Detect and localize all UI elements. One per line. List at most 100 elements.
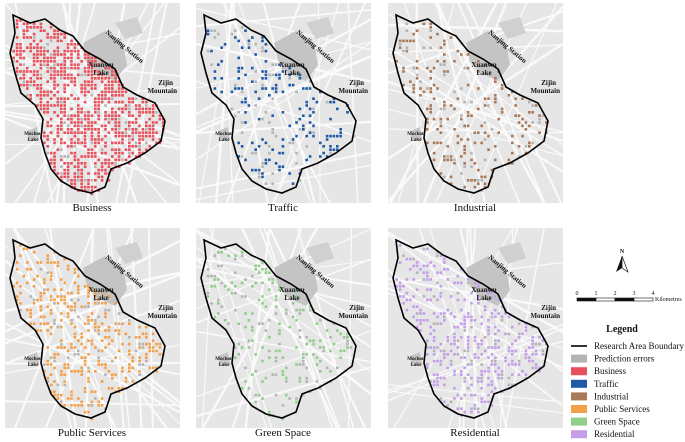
grid-cell bbox=[104, 83, 107, 87]
grid-cell bbox=[336, 148, 339, 151]
grid-cell bbox=[206, 295, 210, 298]
grid-cell bbox=[77, 63, 80, 66]
grid-cell bbox=[60, 175, 63, 179]
grid-cell bbox=[15, 268, 19, 271]
grid-cell bbox=[66, 356, 70, 359]
grid-cell bbox=[63, 114, 66, 117]
grid-cell bbox=[332, 342, 336, 346]
grid-cell bbox=[456, 325, 460, 329]
grid-cell bbox=[100, 90, 104, 94]
street bbox=[4, 299, 181, 365]
grid-cell bbox=[56, 36, 60, 39]
grid-cell bbox=[32, 60, 36, 63]
grid-cell bbox=[443, 175, 446, 179]
grid-cell bbox=[511, 359, 514, 363]
grid-cell bbox=[90, 83, 94, 87]
grid-cell bbox=[281, 417, 285, 421]
grid-cell bbox=[466, 339, 470, 342]
grid-cell bbox=[494, 80, 497, 83]
grid-cell bbox=[528, 111, 531, 114]
grid-cell bbox=[22, 247, 26, 251]
grid-cell bbox=[490, 353, 494, 356]
grid-cell bbox=[36, 87, 39, 90]
grid-cell bbox=[145, 141, 148, 145]
grid-cell bbox=[56, 97, 60, 100]
grid-cell bbox=[511, 134, 514, 138]
grid-cell bbox=[90, 73, 94, 77]
grid-cell bbox=[483, 131, 487, 134]
grid-cell bbox=[39, 322, 43, 325]
legend-label: Green Space bbox=[594, 417, 640, 427]
grid-cell bbox=[426, 278, 429, 281]
grid-cell bbox=[497, 346, 500, 349]
grid-cell bbox=[274, 359, 278, 363]
grid-cell bbox=[49, 77, 53, 80]
grid-cell bbox=[436, 383, 439, 387]
grid-cell bbox=[426, 141, 429, 145]
grid-cell bbox=[117, 151, 121, 155]
grid-cell bbox=[124, 104, 128, 107]
grid-cell bbox=[77, 404, 80, 407]
grid-cell bbox=[466, 278, 470, 281]
grid-cell bbox=[223, 319, 227, 322]
grid-cell bbox=[268, 145, 271, 148]
grid-cell bbox=[60, 104, 63, 107]
grid-cell bbox=[87, 63, 90, 66]
grid-cell bbox=[107, 342, 111, 346]
grid-cell bbox=[56, 383, 60, 387]
grid-cell bbox=[36, 94, 39, 97]
map-panel: Nanjing StationXuanwuLakeZijinMountainMo… bbox=[387, 227, 564, 439]
grid-cell bbox=[443, 70, 446, 73]
grid-cell bbox=[477, 346, 480, 349]
grid-cell bbox=[56, 39, 60, 43]
map-label: Zijin bbox=[349, 79, 364, 87]
grid-cell bbox=[295, 400, 298, 404]
grid-cell bbox=[53, 70, 56, 73]
grid-cell bbox=[432, 339, 436, 342]
grid-cell bbox=[247, 39, 251, 43]
grid-cell bbox=[131, 128, 134, 131]
grid-cell bbox=[39, 94, 43, 97]
grid-cell bbox=[80, 87, 83, 90]
grid-cell bbox=[114, 151, 117, 155]
grid-cell bbox=[90, 390, 94, 393]
grid-cell bbox=[439, 131, 443, 134]
grid-cell bbox=[477, 131, 480, 134]
grid-cell bbox=[104, 158, 107, 162]
grid-cell bbox=[117, 158, 121, 162]
grid-cell bbox=[131, 100, 134, 104]
grid-cell bbox=[490, 390, 494, 393]
grid-cell bbox=[117, 124, 121, 128]
grid-cell bbox=[90, 342, 94, 346]
grid-cell bbox=[134, 349, 138, 353]
map-label: Zijin bbox=[158, 79, 173, 87]
grid-cell bbox=[100, 77, 104, 80]
lake bbox=[410, 352, 422, 366]
grid-cell bbox=[73, 179, 77, 182]
grid-cell bbox=[432, 66, 436, 70]
grid-cell bbox=[436, 315, 439, 319]
grid-cell bbox=[213, 278, 217, 281]
lake bbox=[498, 17, 526, 39]
grid-cell bbox=[60, 63, 63, 66]
grid-cell bbox=[104, 315, 107, 319]
grid-cell bbox=[70, 53, 73, 56]
grid-cell bbox=[131, 145, 134, 148]
grid-cell bbox=[22, 22, 26, 26]
grid-cell bbox=[104, 168, 107, 172]
grid-cell bbox=[346, 346, 349, 349]
grid-cell bbox=[487, 134, 490, 138]
grid-cell bbox=[531, 104, 534, 107]
grid-cell bbox=[453, 332, 456, 336]
grid-cell bbox=[117, 148, 121, 151]
grid-cell bbox=[131, 366, 134, 370]
grid-cell bbox=[70, 308, 73, 312]
grid-cell bbox=[46, 305, 49, 308]
grid-cell bbox=[398, 288, 402, 291]
grid-cell bbox=[268, 319, 271, 322]
legend-label: Research Area Boundary bbox=[594, 341, 684, 351]
grid-cell bbox=[107, 83, 111, 87]
grid-cell bbox=[46, 261, 49, 264]
grid-cell bbox=[111, 117, 114, 121]
grid-cell bbox=[87, 288, 90, 291]
